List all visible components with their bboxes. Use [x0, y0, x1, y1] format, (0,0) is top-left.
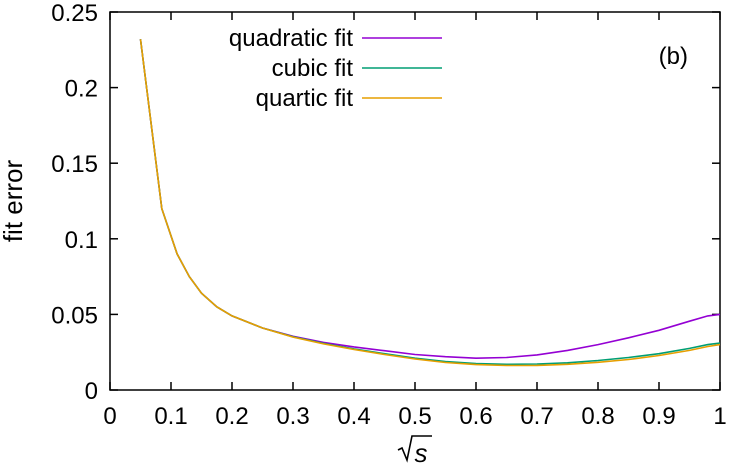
x-tick-label: 0.5 [398, 403, 431, 430]
x-tick-label: 0.8 [581, 403, 614, 430]
x-axis-label: s [415, 438, 428, 468]
y-tick-label: 0 [85, 378, 98, 405]
x-tick-label: 1 [713, 403, 726, 430]
legend: quadratic fit cubic fit quartic fit [229, 25, 442, 112]
y-axis: 0 0.05 0.1 0.15 0.2 0.25 [51, 0, 720, 405]
legend-label: quartic fit [256, 85, 354, 112]
panel-annotation: (b) [659, 43, 688, 70]
y-tick-label: 0.2 [65, 76, 98, 103]
x-tick-label: 0.6 [459, 403, 492, 430]
x-tick-label: 0.4 [337, 403, 370, 430]
x-tick-label: 0 [103, 403, 116, 430]
legend-label: quadratic fit [229, 25, 353, 52]
x-tick-label: 0.9 [642, 403, 675, 430]
x-tick-label: 0.7 [520, 403, 553, 430]
series-lines [139, 39, 721, 367]
legend-label: cubic fit [272, 55, 354, 82]
y-tick-label: 0.25 [51, 0, 98, 27]
series-line-3 [139, 39, 721, 367]
series-line-1 [139, 39, 721, 360]
x-tick-label: 0.2 [215, 403, 248, 430]
x-tick-label: 0.3 [276, 403, 309, 430]
y-axis-label: fit error [0, 159, 28, 242]
x-tick-label: 0.1 [154, 403, 187, 430]
y-tick-label: 0.15 [51, 151, 98, 178]
y-tick-label: 0.1 [65, 227, 98, 254]
x-axis-label-radical [397, 435, 432, 463]
series-line-2 [139, 39, 721, 366]
x-axis: 0 0.1 0.2 0.3 0.4 0.5 0.6 0.7 0.8 0.9 1 [103, 12, 727, 430]
y-tick-label: 0.05 [51, 302, 98, 329]
